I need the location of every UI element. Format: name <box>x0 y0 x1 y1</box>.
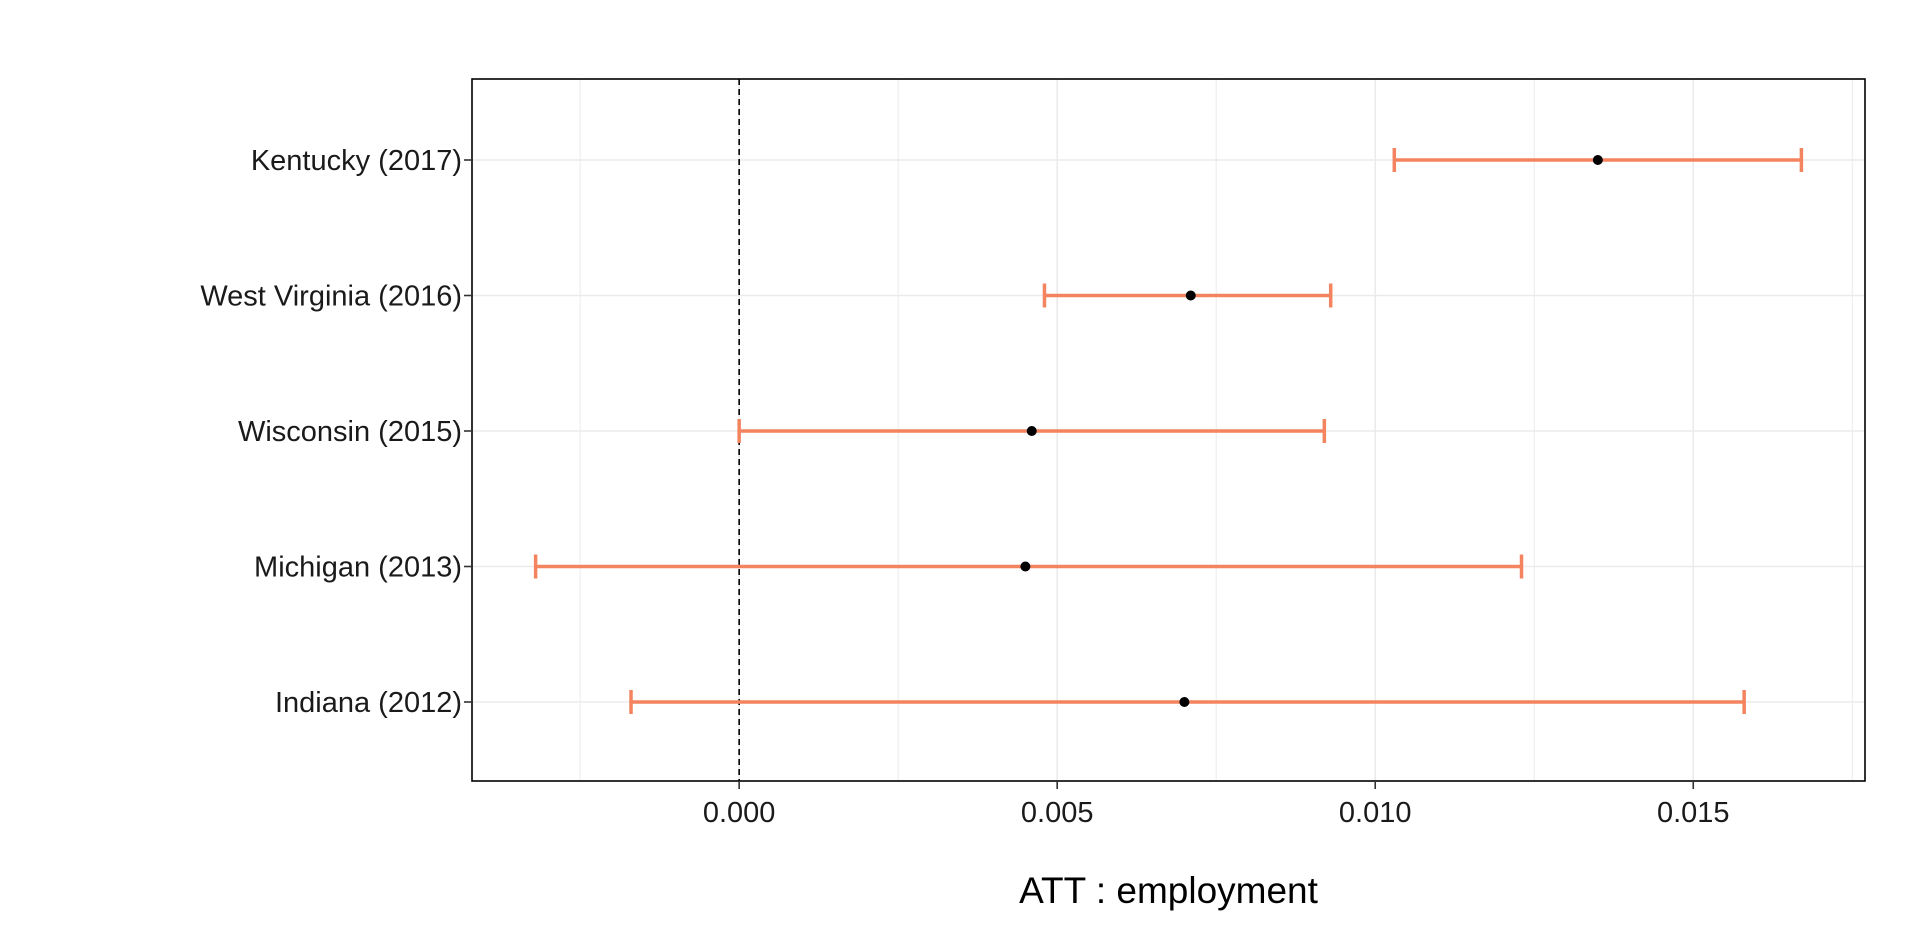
point-estimate-1 <box>1592 155 1603 165</box>
y-tick-label: Kentucky (2017) <box>251 145 462 177</box>
y-tick-label: West Virginia (2016) <box>200 281 462 313</box>
point-estimate-5 <box>1179 697 1190 707</box>
x-axis: 0.000 0.005 0.010 0.015 <box>703 781 1730 829</box>
point-estimate-4 <box>1020 561 1031 572</box>
x-tick-label: 0.005 <box>1021 797 1094 829</box>
point-estimate-2 <box>1185 290 1196 301</box>
y-tick-label: Michigan (2013) <box>254 552 462 584</box>
x-tick-label: 0.000 <box>703 797 776 829</box>
y-axis: Kentucky (2017) West Virginia (2016) Wisco… <box>200 145 472 719</box>
point-estimate-3 <box>1026 426 1037 436</box>
y-tick-label: Wisconsin (2015) <box>238 416 462 448</box>
point-layer <box>1020 155 1603 707</box>
x-axis-title: ATT : employment <box>1019 870 1319 911</box>
y-tick-label: Indiana (2012) <box>275 687 462 719</box>
panel-border <box>471 78 1866 782</box>
x-tick-label: 0.015 <box>1657 797 1730 829</box>
x-tick-label: 0.010 <box>1339 797 1412 829</box>
